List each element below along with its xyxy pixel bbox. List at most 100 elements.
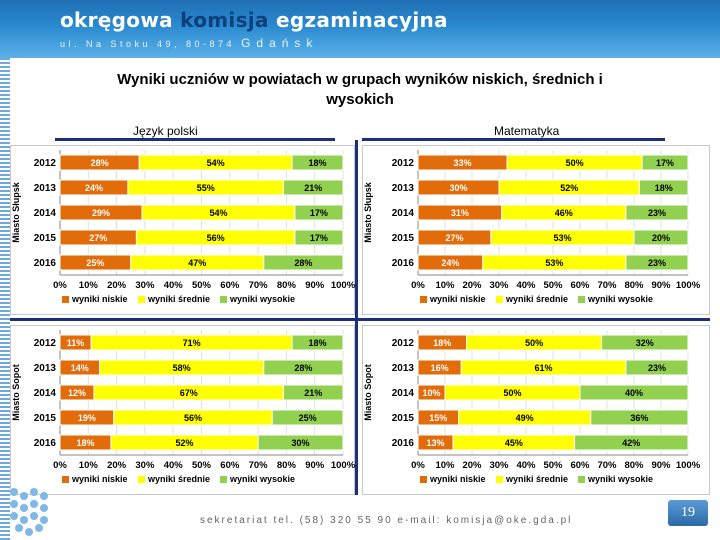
x-tick-label: 0%: [53, 280, 67, 291]
legend-swatch: [420, 296, 427, 303]
y-axis-label: Miasto Słupsk: [11, 181, 21, 243]
x-tick-label: 70%: [597, 280, 617, 291]
data-label: 30%: [292, 438, 310, 448]
y-axis-label: Miasto Sopot: [363, 364, 373, 421]
title-line1: Wyniki uczniów w powiatach w grupach wyn…: [117, 71, 603, 88]
bar-segment: [291, 154, 344, 171]
bar-segment: [294, 204, 344, 221]
data-label: 42%: [622, 438, 640, 448]
x-tick-label: 70%: [249, 460, 269, 471]
legend-swatch: [62, 296, 69, 303]
category-label: 2015: [392, 413, 415, 424]
brand-part2: komisja: [180, 8, 269, 32]
header-banner: okręgowa komisja egzaminacyjna ul. Na St…: [0, 0, 720, 58]
x-tick-label: 20%: [462, 460, 482, 471]
data-label: 32%: [636, 338, 654, 348]
legend-label: wyniki średnie: [147, 474, 210, 484]
data-label: 17%: [310, 208, 328, 218]
bar-segment: [625, 254, 689, 271]
bar-segment: [625, 204, 689, 221]
x-tick-label: 100%: [676, 280, 701, 291]
bar-segment: [271, 409, 344, 426]
legend-swatch: [138, 296, 145, 303]
x-tick-label: 90%: [305, 460, 325, 471]
category-label: 2013: [34, 363, 57, 374]
data-label: 53%: [553, 233, 571, 243]
legend-label: wyniki niskie: [429, 474, 486, 484]
category-label: 2014: [392, 208, 415, 219]
x-tick-label: 20%: [107, 460, 127, 471]
divider-horizontal: [10, 318, 710, 321]
data-label: 50%: [566, 158, 584, 168]
x-tick-label: 10%: [79, 460, 99, 471]
bar-segment: [574, 434, 689, 451]
data-label: 25%: [299, 413, 317, 423]
legend-label: wyniki niskie: [429, 294, 486, 304]
data-label: 56%: [184, 413, 202, 423]
logo-text: okręgowa komisja egzaminacyjna: [60, 8, 448, 32]
data-label: 40%: [625, 388, 643, 398]
data-label: 18%: [309, 158, 327, 168]
subject-left-label: Język polski: [133, 124, 198, 138]
data-label: 23%: [648, 363, 666, 373]
bar-segment: [590, 409, 689, 426]
x-tick-label: 0%: [411, 460, 425, 471]
data-label: 33%: [454, 158, 472, 168]
category-label: 2014: [34, 388, 57, 399]
bar-segment: [283, 179, 344, 196]
data-label: 18%: [433, 338, 451, 348]
x-tick-label: 100%: [676, 460, 701, 471]
data-label: 54%: [209, 208, 227, 218]
data-label: 30%: [449, 183, 467, 193]
x-tick-label: 90%: [651, 460, 671, 471]
data-label: 16%: [431, 363, 449, 373]
bar-segment: [625, 359, 689, 376]
category-label: 2012: [392, 338, 415, 349]
x-tick-label: 100%: [331, 280, 355, 291]
data-label: 28%: [91, 158, 109, 168]
data-label: 23%: [648, 258, 666, 268]
data-label: 52%: [176, 438, 194, 448]
x-tick-label: 60%: [570, 460, 590, 471]
data-label: 13%: [427, 438, 445, 448]
data-label: 54%: [207, 158, 225, 168]
data-label: 15%: [429, 413, 447, 423]
data-label: 27%: [445, 233, 463, 243]
address-line: ul. Na Stoku 49, 80-874 Gdańsk: [60, 36, 318, 50]
subject-right-label: Matematyka: [494, 124, 560, 138]
x-tick-label: 60%: [570, 280, 590, 291]
x-tick-label: 90%: [651, 280, 671, 291]
legend-label: wyniki średnie: [505, 474, 568, 484]
x-tick-label: 90%: [305, 280, 325, 291]
legend-swatch: [420, 476, 427, 483]
footer-contact: sekretariat tel. (58) 320 55 90 e-mail: …: [200, 515, 573, 526]
legend-label: wyniki średnie: [505, 294, 568, 304]
address-text: ul. Na Stoku 49, 80-874: [60, 39, 236, 49]
data-label: 67%: [180, 388, 198, 398]
legend-label: wyniki niskie: [71, 294, 128, 304]
bar-segment: [257, 434, 344, 451]
x-tick-label: 0%: [411, 280, 425, 291]
category-label: 2013: [392, 363, 415, 374]
bar-segment: [638, 179, 689, 196]
x-tick-label: 40%: [516, 460, 536, 471]
y-axis-label: Miasto Sopot: [11, 364, 21, 421]
x-tick-label: 50%: [543, 280, 563, 291]
chart-matematyka-slupsk: Miasto Słupsk 2012 33% 50% 17% 2013 30% 52% 18% 2…: [362, 145, 710, 315]
legend-swatch: [220, 296, 227, 303]
category-label: 2012: [34, 158, 57, 169]
data-label: 10%: [422, 388, 440, 398]
data-label: 58%: [173, 363, 191, 373]
data-label: 53%: [545, 258, 563, 268]
legend-swatch: [496, 476, 503, 483]
category-label: 2014: [34, 208, 57, 219]
data-label: 50%: [503, 388, 521, 398]
x-tick-label: 20%: [107, 280, 127, 291]
divider-vertical: [355, 140, 358, 495]
data-label: 71%: [183, 338, 201, 348]
data-label: 17%: [310, 233, 328, 243]
x-tick-label: 60%: [220, 280, 240, 291]
x-tick-label: 30%: [135, 460, 155, 471]
y-axis-label: Miasto Słupsk: [363, 181, 373, 243]
x-tick-label: 50%: [192, 280, 212, 291]
